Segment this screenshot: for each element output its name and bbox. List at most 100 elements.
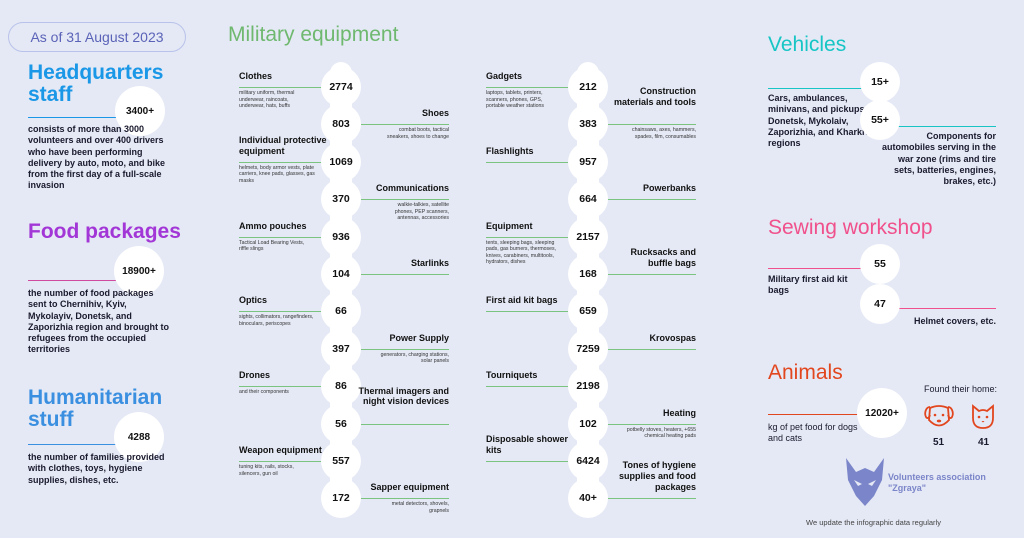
item-line xyxy=(239,236,341,238)
item-count: 957 xyxy=(579,155,597,168)
item-name: Construction materials and tools xyxy=(613,86,696,108)
footer-note: We update the infographic data regularly xyxy=(806,518,941,527)
item-count-circle: 659 xyxy=(568,291,608,332)
humanitarian-description: the number of families provided with clo… xyxy=(28,452,165,485)
item-count-circle: 557 xyxy=(321,441,361,481)
hq-title-line1: Headquarters xyxy=(28,61,164,84)
item-count-circle: 104 xyxy=(321,254,361,294)
item-count: 102 xyxy=(579,417,597,430)
item-count: 803 xyxy=(332,118,350,131)
food-description: the number of food packages sent to Cher… xyxy=(28,288,169,355)
vehicles-desc2: Components for automobiles serving in th… xyxy=(881,131,996,186)
item-name: Optics xyxy=(239,295,268,306)
item-count: 2774 xyxy=(329,81,353,93)
item-name: Ammo pouches xyxy=(239,220,307,231)
item-name: Drones xyxy=(239,370,271,381)
item-count-circle: 66 xyxy=(321,291,361,332)
item-count: 66 xyxy=(335,305,347,318)
item-count: 40+ xyxy=(579,492,597,505)
item-name: Communications xyxy=(375,183,449,194)
sewing-title: Sewing workshop xyxy=(768,216,933,239)
humanitarian-title: Humanitarian stuff xyxy=(28,386,163,432)
item-name: Flashlights xyxy=(486,145,534,156)
sewing-count2-circle: 47 xyxy=(860,284,900,324)
item-count: 168 xyxy=(579,268,597,280)
item-count-circle: 957 xyxy=(568,141,608,182)
item-count-circle: 2198 xyxy=(568,366,608,407)
humanitarian-title-line2: stuff xyxy=(28,408,74,432)
item-line xyxy=(486,161,588,163)
humanitarian-line xyxy=(28,444,133,445)
food-count-circle: 18900+ xyxy=(114,246,164,296)
hq-description: consists of more than 3000 volunteers an… xyxy=(28,124,166,191)
item-name: Tones of hygiene supplies and food packa… xyxy=(618,460,696,492)
item-count: 2157 xyxy=(576,230,600,243)
item-count: 104 xyxy=(332,268,350,280)
food-line xyxy=(28,280,143,281)
date-badge: As of 31 August 2023 xyxy=(8,22,186,52)
item-count-circle: 383 xyxy=(568,104,608,145)
vehicles-title: Vehicles xyxy=(768,33,847,56)
item-description: metal detectors, shovels, grapnels xyxy=(391,501,449,514)
dog-icon xyxy=(924,405,954,427)
item-count: 936 xyxy=(332,230,350,243)
hq-line xyxy=(28,117,138,118)
item-count: 2198 xyxy=(576,380,600,393)
sewing-line-1 xyxy=(768,268,878,269)
item-line xyxy=(239,461,341,462)
item-name: Tourniquets xyxy=(486,370,538,381)
hq-count-circle: 3400+ xyxy=(115,86,165,136)
item-count-circle: 803 xyxy=(321,104,361,145)
item-count-circle: 212 xyxy=(568,67,608,107)
item-line xyxy=(341,274,449,275)
item-name: Krovospas xyxy=(649,332,696,343)
item-count-circle: 56 xyxy=(321,403,361,444)
item-line xyxy=(486,87,588,88)
item-line xyxy=(341,348,449,350)
item-count: 664 xyxy=(579,193,597,206)
item-count-circle: 664 xyxy=(568,179,608,220)
item-name: Weapon equipment xyxy=(239,445,322,455)
item-line xyxy=(486,311,588,313)
animals-count: 12020+ xyxy=(865,407,899,419)
hq-title-line2: staff xyxy=(28,83,73,107)
hq-title: Headquarters staff xyxy=(28,61,164,107)
item-count: 86 xyxy=(335,380,347,393)
item-name: Shoes xyxy=(421,108,449,119)
item-description: combat boots, tactical sneakers, shoes t… xyxy=(386,127,449,140)
item-line xyxy=(486,236,588,238)
wolf-logo-icon xyxy=(846,458,884,506)
item-count-circle: 40+ xyxy=(568,478,608,519)
item-description: helmets, body armor vests, plate carrier… xyxy=(239,164,315,184)
food-count: 18900+ xyxy=(122,265,156,277)
item-name: Individual protective equipment xyxy=(239,134,327,156)
item-description: walkie-talkies, satellite phones, PEP sc… xyxy=(394,202,449,222)
item-count: 397 xyxy=(332,342,350,355)
org-name: Volunteers association "Zgraya" xyxy=(888,472,986,495)
item-description: sights, collimators, rangefinders, binoc… xyxy=(239,314,314,327)
vehicles-count2-circle: 55+ xyxy=(860,100,900,140)
org-name-line2: "Zgraya" xyxy=(888,483,927,494)
item-description: laptops, tablets, printers, scanners, ph… xyxy=(486,90,544,109)
item-description: tents, sleeping bags, sleeping pads, gas… xyxy=(486,239,557,266)
item-line xyxy=(588,124,696,126)
item-count-circle: 102 xyxy=(568,403,608,444)
item-line xyxy=(588,423,696,425)
item-name: Clothes xyxy=(239,71,273,81)
item-count: 6424 xyxy=(576,455,600,467)
item-count-circle: 2157 xyxy=(568,216,608,257)
item-count-circle: 936 xyxy=(321,216,361,257)
item-name: Sapper equipment xyxy=(370,482,449,493)
item-line xyxy=(588,348,696,350)
hq-count: 3400+ xyxy=(125,105,155,117)
item-name: Equipment xyxy=(486,220,533,231)
item-count: 172 xyxy=(332,492,350,505)
humanitarian-title-line1: Humanitarian xyxy=(28,386,163,409)
item-count: 659 xyxy=(579,305,597,318)
item-name: Gadgets xyxy=(486,71,523,81)
item-description: military uniform, thermal underwear, rai… xyxy=(239,90,295,109)
item-count: 7259 xyxy=(576,342,600,355)
item-count-circle: 7259 xyxy=(568,328,608,369)
item-count-circle: 6424 xyxy=(568,441,608,481)
item-count: 383 xyxy=(579,118,597,131)
